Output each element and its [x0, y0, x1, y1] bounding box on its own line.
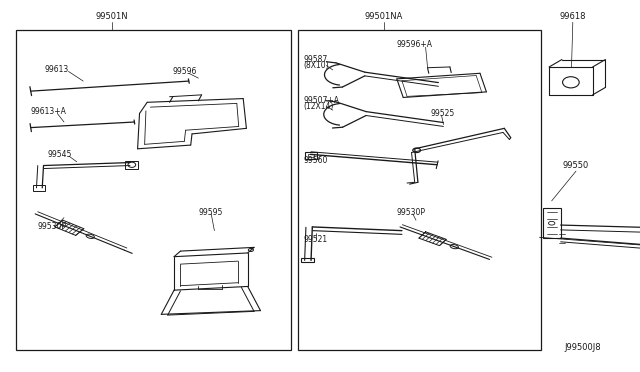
Text: 99530P: 99530P	[397, 208, 426, 217]
Text: 99530P: 99530P	[37, 222, 66, 231]
Text: (8X10): (8X10)	[303, 61, 329, 70]
Text: (12X14): (12X14)	[303, 102, 333, 111]
Text: 99525: 99525	[430, 109, 454, 118]
Bar	[308, 154, 314, 157]
Text: 99596+A: 99596+A	[396, 40, 432, 49]
Bar	[125, 161, 138, 169]
Text: 99501N: 99501N	[96, 12, 128, 21]
Text: 99501NA: 99501NA	[365, 12, 403, 21]
Text: 99618: 99618	[559, 12, 586, 21]
Text: 99613+A: 99613+A	[30, 108, 66, 116]
Bar	[16, 30, 291, 350]
Bar	[543, 208, 561, 238]
Bar	[305, 152, 317, 159]
Bar	[298, 30, 541, 350]
Text: 99595: 99595	[198, 208, 223, 217]
Text: J99500J8: J99500J8	[564, 343, 601, 352]
Bar	[301, 258, 314, 262]
Bar	[33, 185, 45, 191]
Text: 99560: 99560	[303, 156, 328, 165]
Text: 99550: 99550	[563, 161, 589, 170]
Text: 99613: 99613	[45, 65, 69, 74]
Text: 99587: 99587	[303, 55, 328, 64]
Text: 99507+A: 99507+A	[303, 96, 339, 105]
Text: 99521: 99521	[303, 235, 328, 244]
Text: 99596: 99596	[173, 67, 197, 76]
Text: 99545: 99545	[48, 150, 72, 159]
